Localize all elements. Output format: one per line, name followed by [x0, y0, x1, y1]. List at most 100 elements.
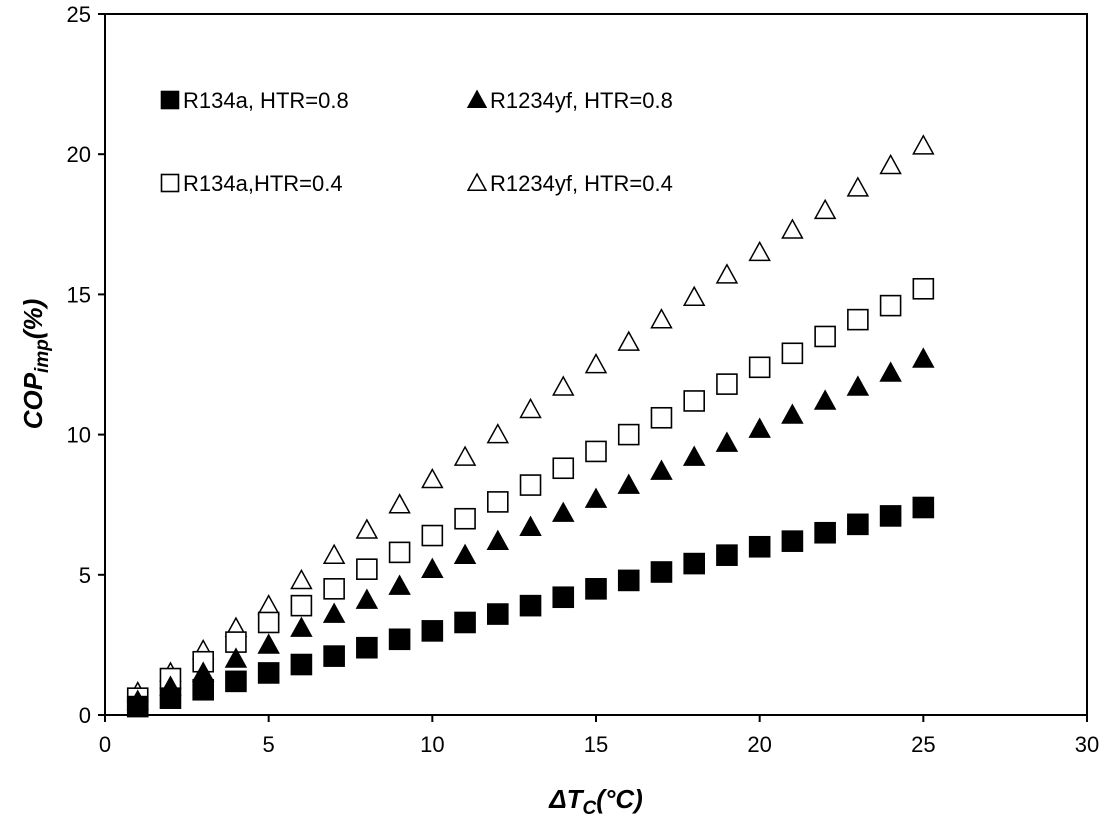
data-point	[519, 474, 542, 496]
data-point	[617, 569, 640, 592]
data-point	[781, 218, 804, 239]
data-point	[322, 602, 346, 623]
data-point	[912, 277, 935, 300]
data-point	[388, 493, 411, 514]
legend-marker	[160, 90, 180, 110]
data-point	[290, 568, 313, 590]
data-point	[617, 473, 640, 494]
data-point	[323, 578, 345, 600]
data-point	[813, 198, 837, 220]
data-point	[814, 325, 836, 348]
data-point	[847, 513, 869, 536]
data-point	[814, 521, 836, 544]
y-tick-label: 0	[79, 703, 91, 728]
data-point	[879, 294, 902, 317]
data-point	[846, 176, 870, 197]
data-point	[912, 134, 935, 155]
data-point	[650, 459, 673, 480]
data-point	[290, 653, 313, 676]
data-point	[486, 603, 509, 625]
data-point	[650, 561, 673, 583]
legend-marker	[466, 89, 488, 108]
data-point	[519, 397, 542, 419]
data-point	[781, 342, 804, 365]
legend-item: R134a, HTR=0.8	[160, 88, 349, 113]
data-point	[846, 375, 870, 396]
data-point	[257, 611, 280, 634]
data-point	[323, 645, 345, 667]
data-point	[879, 361, 902, 382]
axis-ticks: 0 5 10 15 20 25 30 0 5 10 15 20 25	[67, 2, 1100, 757]
data-point	[748, 240, 771, 262]
data-point	[224, 647, 248, 668]
data-point	[650, 406, 673, 429]
series-3	[126, 277, 935, 709]
x-tick-label: 15	[584, 732, 608, 757]
legend-item: R1234yf, HTR=0.8	[466, 88, 673, 113]
data-point	[584, 352, 608, 374]
legend-label: R1234yf, HTR=0.8	[490, 88, 673, 113]
x-tick-label: 25	[911, 732, 935, 757]
legend-label: R1234yf, HTR=0.4	[490, 171, 673, 196]
data-point	[355, 518, 379, 539]
legend-marker	[466, 172, 488, 191]
data-point	[421, 467, 444, 489]
data-point	[585, 440, 607, 463]
data-point	[486, 529, 510, 550]
data-point	[552, 501, 575, 522]
data-point	[912, 347, 935, 368]
data-point	[716, 373, 738, 395]
data-point	[388, 541, 411, 564]
x-tick-label: 30	[1075, 732, 1099, 757]
legend-label: R134a, HTR=0.8	[183, 88, 349, 113]
y-tick-label: 20	[67, 142, 91, 167]
data-point	[290, 594, 313, 617]
data-point	[159, 687, 182, 709]
data-point	[683, 552, 706, 575]
data-point	[879, 505, 902, 527]
data-point	[879, 153, 902, 175]
data-point	[290, 616, 313, 637]
x-axis-title: ΔTC(°C)	[548, 784, 643, 819]
data-markers	[126, 134, 935, 718]
data-point	[454, 507, 476, 530]
data-point	[847, 308, 869, 331]
data-point	[388, 628, 411, 651]
y-tick-label: 5	[79, 563, 91, 588]
x-tick-label: 0	[99, 732, 111, 757]
data-point	[486, 423, 510, 444]
y-tick-label: 15	[67, 282, 91, 307]
y-tick-label: 10	[67, 423, 91, 448]
data-point	[453, 445, 477, 466]
legend-label: R134a,HTR=0.4	[183, 171, 343, 196]
series-4	[126, 134, 935, 702]
data-point	[552, 586, 575, 609]
data-point	[715, 263, 739, 284]
data-point	[225, 670, 247, 693]
data-point	[356, 636, 378, 659]
data-point	[355, 588, 379, 609]
data-point	[813, 389, 837, 410]
data-point	[421, 620, 444, 642]
data-point	[322, 543, 346, 564]
legend: R134a, HTR=0.8 R1234yf, HTR=0.8 R134a,HTR=…	[160, 88, 673, 196]
data-point	[716, 544, 738, 566]
data-point	[715, 431, 739, 452]
series-1	[126, 496, 935, 718]
y-tick-label: 25	[67, 2, 91, 27]
data-point	[682, 285, 706, 307]
data-point	[454, 611, 476, 634]
data-point	[748, 356, 771, 379]
data-point	[912, 496, 935, 519]
legend-item: R1234yf, HTR=0.4	[466, 171, 673, 196]
x-tick-label: 10	[420, 732, 444, 757]
data-point	[683, 390, 706, 412]
legend-marker	[160, 173, 180, 193]
data-point	[650, 308, 673, 329]
data-point	[682, 445, 706, 466]
data-point	[519, 594, 542, 617]
data-point	[552, 457, 575, 480]
data-point	[388, 574, 411, 595]
